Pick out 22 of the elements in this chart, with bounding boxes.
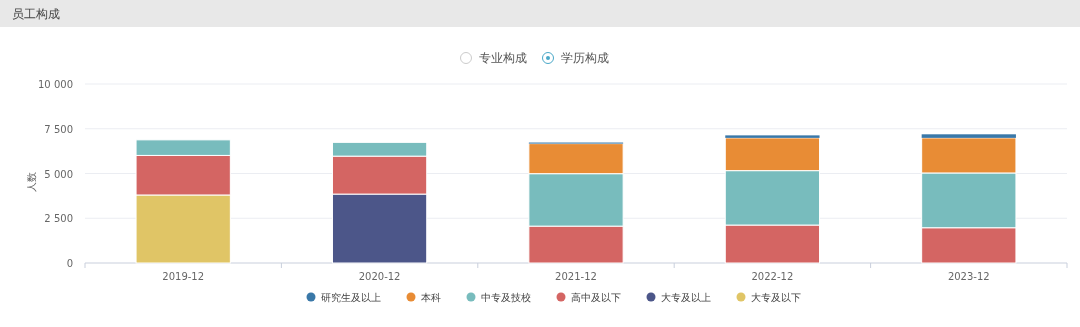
y-tick-label: 5 000 xyxy=(44,168,73,180)
text: 专业构成 xyxy=(479,51,527,65)
y-tick-label: 7 500 xyxy=(44,123,73,135)
y-tick-label: 10 000 xyxy=(38,79,73,90)
text: 学历构成 xyxy=(561,51,609,65)
legend-label: 高中及以下 xyxy=(571,292,621,303)
legend-label: 本科 xyxy=(421,292,441,303)
y-axis-title: 人数 xyxy=(26,172,37,193)
x-tick-label: 2020-12 xyxy=(358,271,401,282)
x-tick-label: 2019-12 xyxy=(162,271,205,282)
y-tick-label: 0 xyxy=(66,258,73,269)
bar xyxy=(921,134,1016,138)
bar xyxy=(725,135,820,138)
legend-label: 大专及以上 xyxy=(661,292,711,303)
x-tick-label: 2023-12 xyxy=(947,271,990,282)
legend-label: 中专及技校 xyxy=(481,292,531,303)
chart-title: 员工构成 xyxy=(12,7,60,21)
x-tick-label: 2021-12 xyxy=(555,271,597,282)
y-tick-label: 2 500 xyxy=(44,213,73,225)
x-tick-label: 2022-12 xyxy=(751,271,794,282)
legend-label: 大专及以下 xyxy=(751,292,801,303)
legend-label: 研究生及以上 xyxy=(321,292,381,303)
